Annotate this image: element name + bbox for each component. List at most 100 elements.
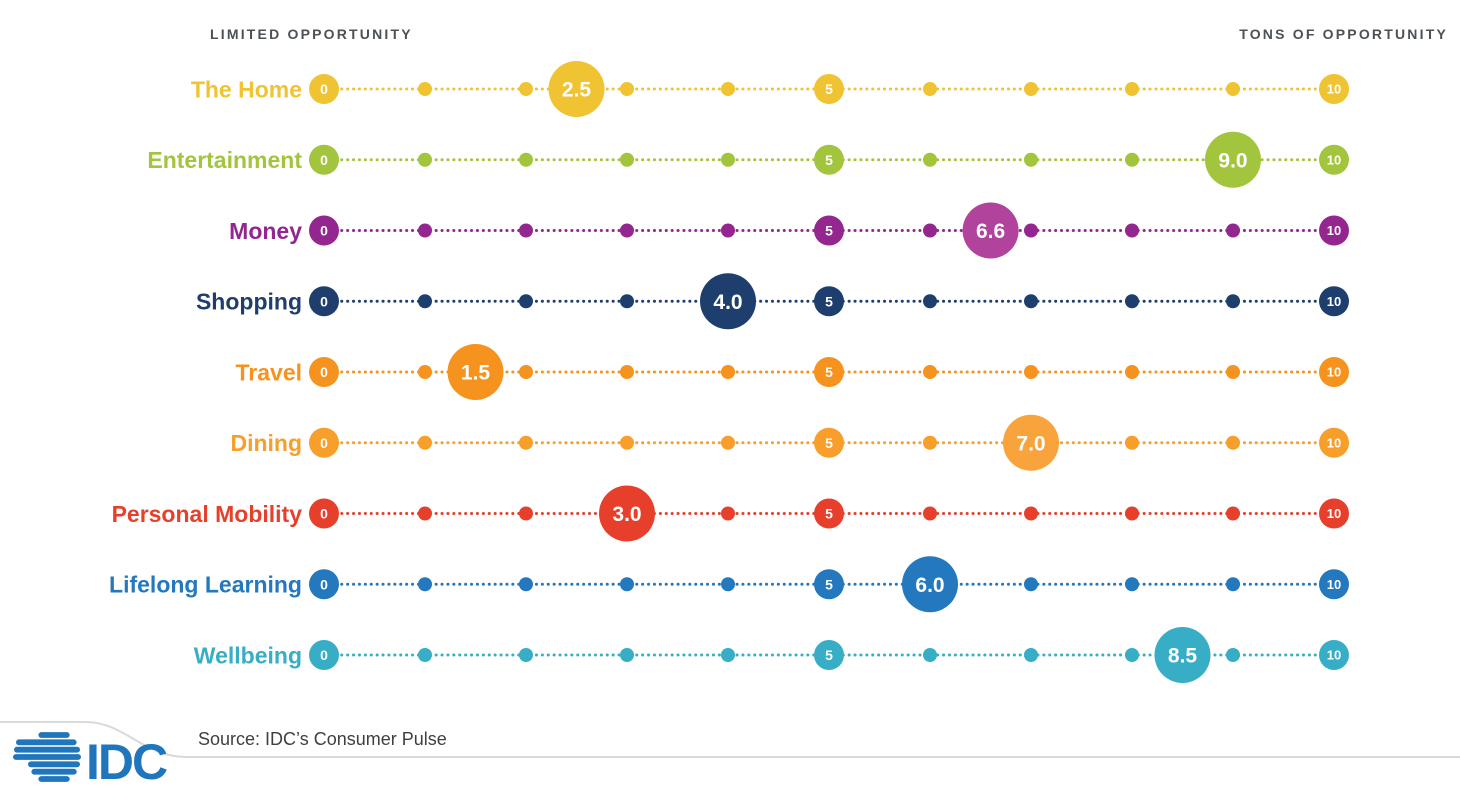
scale-dot-6 xyxy=(923,506,937,521)
scale-marker-5 xyxy=(814,427,844,458)
scale-marker-label-10: 10 xyxy=(1327,435,1341,450)
scale-dot-9 xyxy=(1226,435,1240,450)
scale-marker-label-10: 10 xyxy=(1327,648,1341,663)
scale-marker-label-0: 0 xyxy=(320,81,328,97)
scale-dot-4 xyxy=(721,648,735,662)
row-label: Wellbeing xyxy=(194,642,302,668)
scale-marker-label-10: 10 xyxy=(1327,223,1341,238)
value-bubble-label: 7.0 xyxy=(1016,432,1045,455)
scale-dot-6 xyxy=(923,82,937,96)
scale-dot-3 xyxy=(620,648,634,662)
scale-marker-label-0: 0 xyxy=(320,293,328,309)
scale-marker-10 xyxy=(1319,498,1349,529)
scale-dot-1 xyxy=(418,152,432,167)
scale-marker-0 xyxy=(309,640,339,670)
scale-dot-9 xyxy=(1226,365,1240,379)
scale-marker-0 xyxy=(309,357,339,387)
scale-marker-0 xyxy=(309,286,339,317)
scale-marker-label-10: 10 xyxy=(1327,82,1341,97)
scale-dot-4 xyxy=(721,223,735,238)
scale-marker-label-5: 5 xyxy=(825,506,833,522)
scale-dot-8 xyxy=(1125,577,1139,592)
scale-dot-3 xyxy=(620,365,634,379)
scale-marker-0 xyxy=(309,427,339,458)
row-wellbeing: 0 5 10 8.5 Wellbeing xyxy=(194,627,1349,683)
scale-dot-1 xyxy=(418,435,432,450)
value-bubble-label: 6.0 xyxy=(915,574,944,597)
scale-marker-5 xyxy=(814,144,844,175)
idc-logo: IDC xyxy=(13,732,169,788)
scale-dot-1 xyxy=(418,648,432,662)
value-bubble xyxy=(902,556,958,613)
row-label: Money xyxy=(229,218,302,244)
scale-dot-6 xyxy=(923,648,937,662)
scale-dot-8 xyxy=(1125,223,1139,238)
scale-marker-label-10: 10 xyxy=(1327,365,1341,380)
row-entertainment: 0 5 10 9.0 Entertainment xyxy=(147,131,1349,188)
scale-marker-label-0: 0 xyxy=(320,152,328,168)
scale-dot-1 xyxy=(418,294,432,309)
scale-marker-10 xyxy=(1319,427,1349,458)
value-bubble-label: 2.5 xyxy=(562,79,592,102)
scale-marker-5 xyxy=(814,498,844,529)
scale-dot-6 xyxy=(923,294,937,309)
scale-dot-1 xyxy=(418,82,432,96)
scale-marker-label-5: 5 xyxy=(825,293,833,309)
scale-dot-3 xyxy=(620,435,634,450)
scale-marker-label-0: 0 xyxy=(320,435,328,451)
scale-dot-9 xyxy=(1226,82,1240,96)
scale-dot-8 xyxy=(1125,294,1139,309)
scale-marker-5 xyxy=(814,569,844,600)
scale-dot-7 xyxy=(1024,152,1038,167)
scale-dot-8 xyxy=(1125,152,1139,167)
row-personal-mobility: 0 5 10 3.0 Personal Mobility xyxy=(112,485,1349,542)
row-travel: 0 5 10 1.5 Travel xyxy=(236,344,1349,400)
axis-label-limited-opportunity: LIMITED OPPORTUNITY xyxy=(210,26,413,42)
scale-dot-2 xyxy=(519,365,533,379)
scale-dot-4 xyxy=(721,152,735,167)
value-bubble xyxy=(1003,414,1059,471)
scale-dot-9 xyxy=(1226,294,1240,309)
scale-marker-0 xyxy=(309,74,339,104)
value-bubble xyxy=(447,344,504,400)
value-bubble-label: 1.5 xyxy=(461,362,491,385)
scale-marker-10 xyxy=(1319,74,1349,104)
value-bubble xyxy=(700,273,756,330)
scale-marker-10 xyxy=(1319,640,1349,670)
scale-dot-3 xyxy=(620,152,634,167)
scale-dot-9 xyxy=(1226,577,1240,592)
scale-marker-label-5: 5 xyxy=(825,364,833,380)
scale-marker-label-5: 5 xyxy=(825,223,833,239)
scale-marker-0 xyxy=(309,498,339,529)
scale-dot-8 xyxy=(1125,82,1139,96)
scale-dot-4 xyxy=(721,435,735,450)
scale-marker-label-10: 10 xyxy=(1327,506,1341,521)
scale-dot-7 xyxy=(1024,82,1038,96)
scale-dot-2 xyxy=(519,435,533,450)
value-bubble xyxy=(1154,627,1211,683)
scale-marker-label-5: 5 xyxy=(825,152,833,168)
scale-dot-3 xyxy=(620,223,634,238)
scale-dot-6 xyxy=(923,223,937,238)
scale-marker-label-10: 10 xyxy=(1327,152,1341,167)
scale-dot-7 xyxy=(1024,506,1038,521)
scale-marker-label-10: 10 xyxy=(1327,294,1341,309)
scale-dot-1 xyxy=(418,223,432,238)
value-bubble xyxy=(599,485,655,542)
scale-dot-4 xyxy=(721,506,735,521)
source-credit: Source: IDC’s Consumer Pulse xyxy=(198,729,447,749)
scale-dot-3 xyxy=(620,294,634,309)
scale-dot-6 xyxy=(923,365,937,379)
scale-dot-2 xyxy=(519,294,533,309)
scale-dot-7 xyxy=(1024,577,1038,592)
scale-marker-10 xyxy=(1319,357,1349,387)
scale-marker-label-5: 5 xyxy=(825,576,833,592)
scale-marker-0 xyxy=(309,569,339,600)
scale-dot-9 xyxy=(1226,648,1240,662)
row-label: Lifelong Learning xyxy=(109,572,302,598)
scale-marker-label-0: 0 xyxy=(320,647,328,663)
scale-dot-7 xyxy=(1024,294,1038,309)
row-shopping: 0 5 10 4.0 Shopping xyxy=(196,273,1349,330)
scale-dot-6 xyxy=(923,435,937,450)
